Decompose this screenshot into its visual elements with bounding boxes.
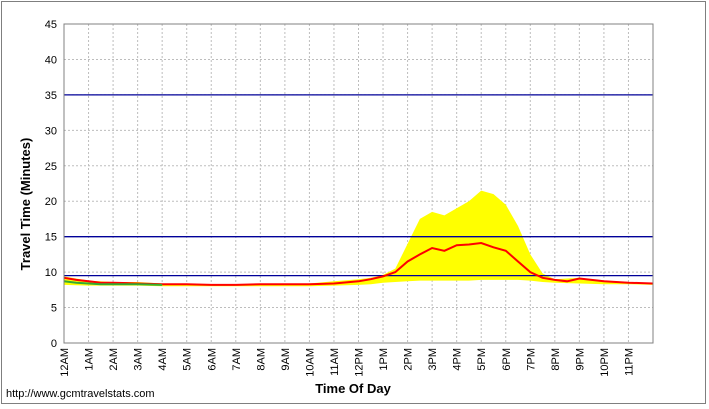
- y-tick-label: 25: [45, 161, 57, 173]
- x-tick-label: 2AM: [108, 348, 120, 371]
- y-tick-label: 20: [45, 196, 57, 208]
- x-tick-label: 7PM: [525, 348, 537, 371]
- y-tick-label: 15: [45, 232, 57, 244]
- x-tick-label: 11PM: [624, 348, 636, 376]
- x-tick-label: 9AM: [280, 348, 292, 371]
- range-band: [64, 190, 653, 287]
- x-tick-label: 5AM: [182, 348, 194, 371]
- reference-lines: [64, 94, 653, 277]
- x-tick-label: 8AM: [255, 348, 267, 371]
- x-tick-label: 6AM: [206, 348, 218, 371]
- series-line: [63, 280, 163, 286]
- y-axis-title: Travel Time (Minutes): [18, 138, 33, 271]
- x-tick-label: 4AM: [157, 348, 169, 371]
- source-url[interactable]: http://www.gcmtravelstats.com: [6, 388, 155, 400]
- x-tick-label: 7AM: [231, 348, 243, 371]
- plot-background: [64, 24, 653, 343]
- x-tick-label: 3AM: [133, 348, 145, 371]
- x-tick-label: 2PM: [403, 348, 415, 371]
- x-tick-label: 5PM: [476, 348, 488, 371]
- x-tick-label: 11AM: [329, 348, 341, 376]
- x-tick-label: 9PM: [574, 348, 586, 371]
- range-band-area: [64, 190, 653, 287]
- x-tick-label: 3PM: [427, 348, 439, 371]
- series-lines: [63, 241, 654, 286]
- y-tick-label: 0: [51, 338, 57, 350]
- x-tick-label: 1PM: [378, 348, 390, 371]
- x-tick-label: 8PM: [550, 348, 562, 371]
- y-tick-label: 5: [51, 303, 57, 315]
- y-tick-label: 10: [45, 267, 57, 279]
- y-tick-label: 40: [45, 54, 57, 66]
- y-axis-ticks: 0 5 10 15 20 25 30 35 40 45: [45, 19, 57, 350]
- x-tick-label: 6PM: [501, 348, 513, 371]
- x-tick-label: 10AM: [304, 348, 316, 377]
- x-tick-label: 12PM: [354, 348, 366, 377]
- x-axis-title: Time Of Day: [315, 381, 391, 396]
- grid-lines: [64, 24, 653, 343]
- y-tick-label: 30: [45, 125, 57, 137]
- x-axis-ticks: 12AM 1AM 2AM 3AM 4AM 5AM 6AM 7AM 8AM 9AM 10AM 11AM 1…: [59, 348, 636, 377]
- x-tick-label: 10PM: [599, 348, 611, 377]
- x-tick-label: 1AM: [84, 348, 96, 371]
- plot-border: [63, 23, 654, 344]
- y-tick-label: 45: [45, 19, 57, 31]
- y-tick-label: 35: [45, 90, 57, 102]
- x-tick-label: 4PM: [452, 348, 464, 371]
- x-tick-label: 12AM: [59, 348, 71, 377]
